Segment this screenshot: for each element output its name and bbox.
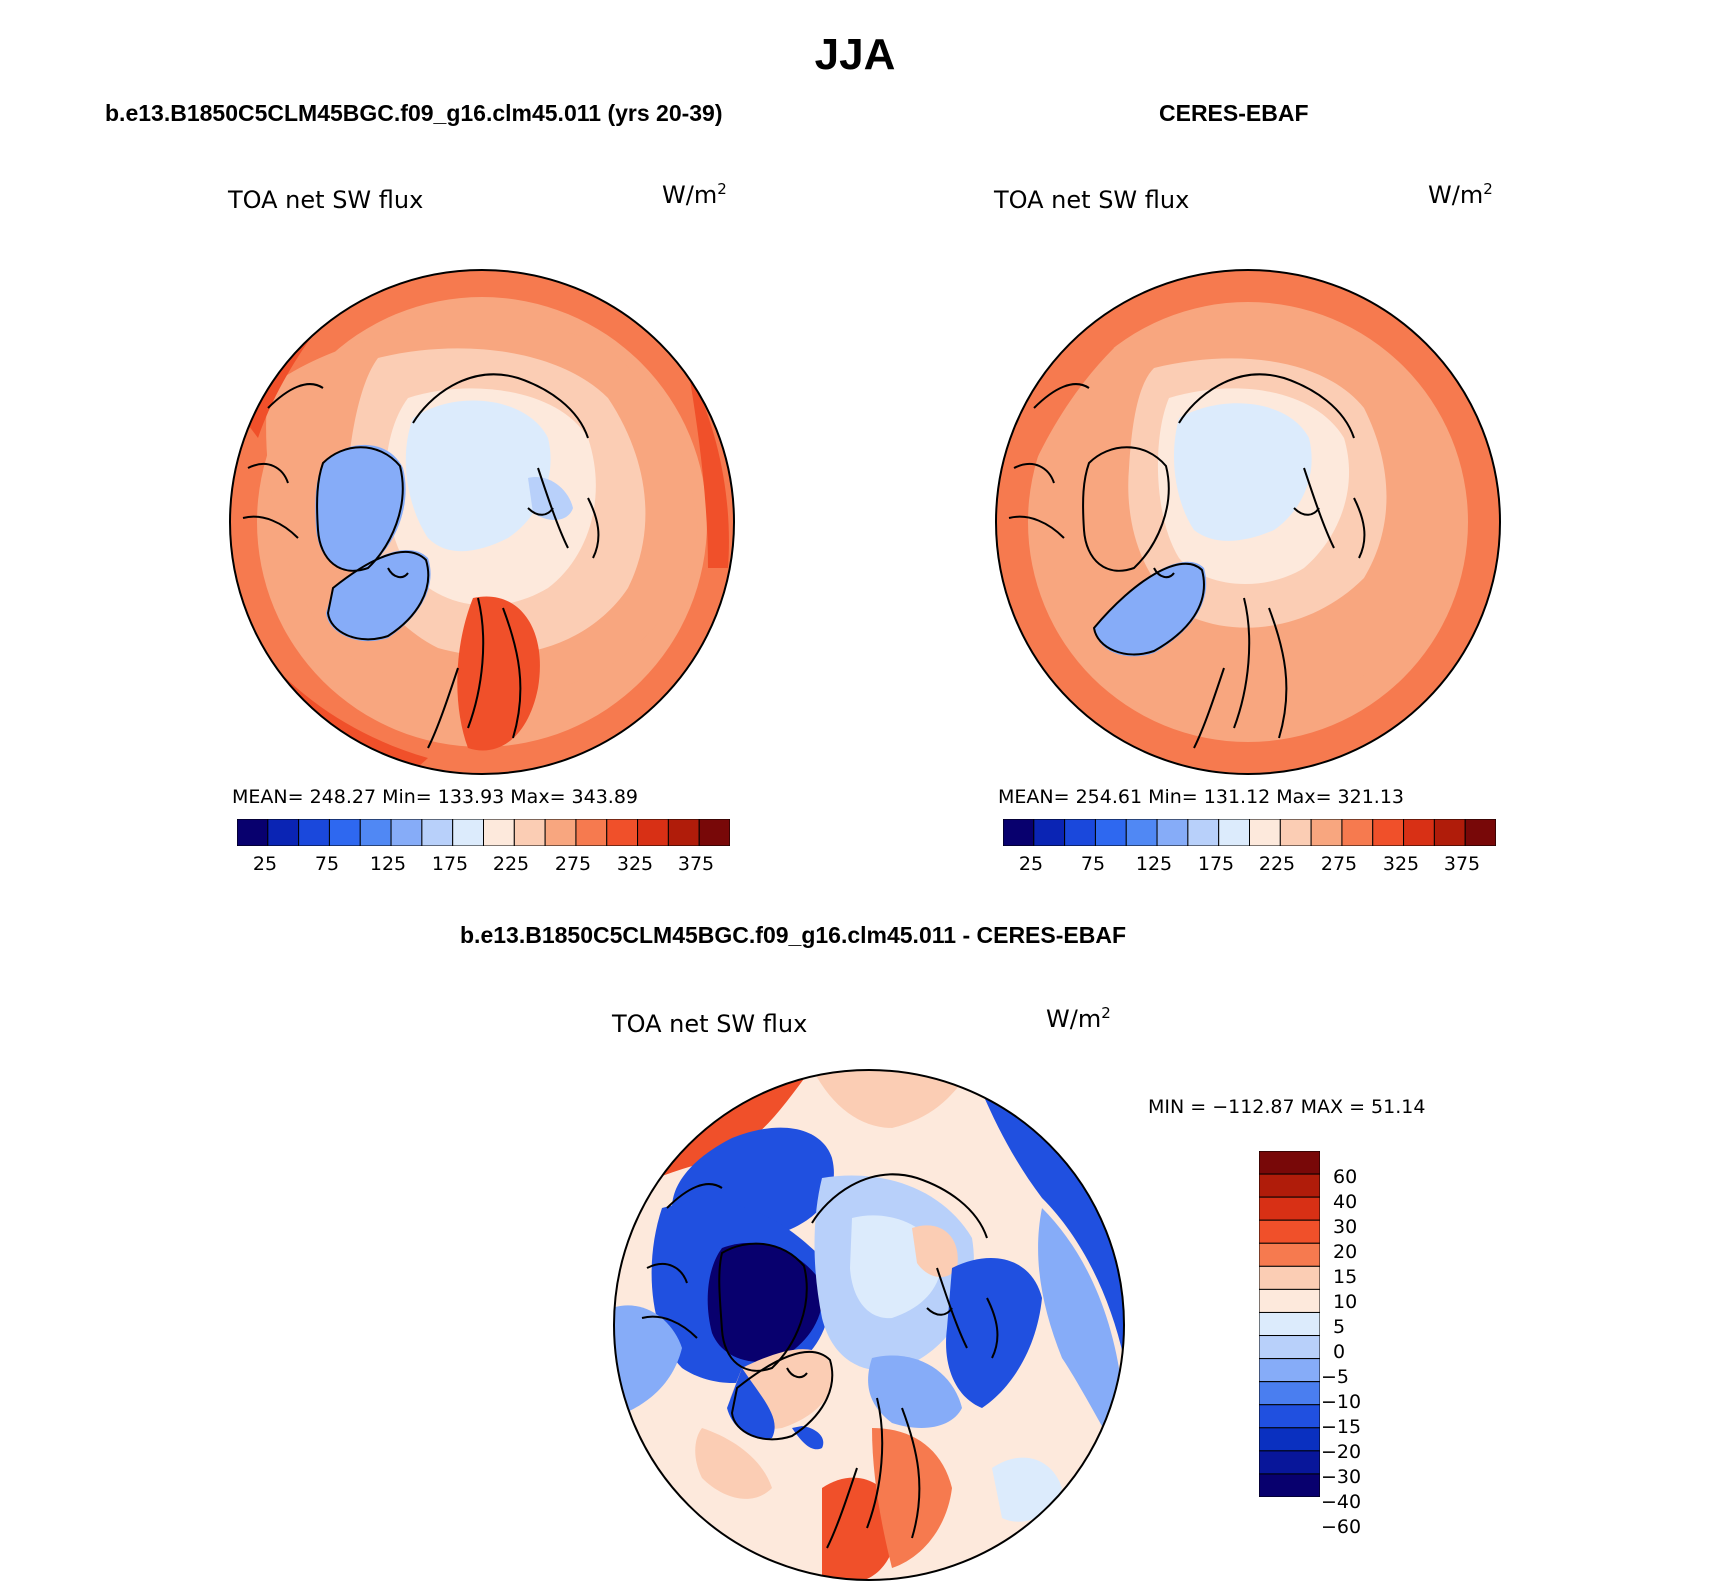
- model-panel-title: b.e13.B1850C5CLM45BGC.f09_g16.clm45.011 …: [105, 100, 723, 126]
- diff-panel-title: b.e13.B1850C5CLM45BGC.f09_g16.clm45.011 …: [460, 922, 1127, 948]
- diff-colorbar-swatch: [1259, 1381, 1320, 1406]
- diff-colorbar-swatch: [1259, 1173, 1320, 1198]
- obs-colorbar-swatch: [1279, 819, 1312, 846]
- diff-colorbar-swatch: [1259, 1288, 1320, 1313]
- diff-polar-map: [613, 1069, 1125, 1581]
- diff-colorbar-swatch: [1259, 1473, 1320, 1497]
- obs-colorbar-swatch: [1341, 819, 1374, 846]
- model-colorbar-tick: 75: [314, 853, 340, 875]
- obs-colorbar-swatch: [1156, 819, 1189, 846]
- model-colorbar: [237, 819, 730, 846]
- diff-colorbar-tick: 20: [1333, 1241, 1358, 1263]
- diff-colorbar-swatch: [1259, 1265, 1320, 1290]
- diff-colorbar-tick: 40: [1333, 1191, 1358, 1213]
- diff-colorbar-tick: 0: [1333, 1341, 1346, 1363]
- model-colorbar-swatch: [637, 819, 669, 846]
- diff-colorbar-tick: 5: [1333, 1316, 1346, 1338]
- model-colorbar-swatch: [237, 819, 269, 846]
- diff-colorbar-tick: −40: [1321, 1491, 1362, 1513]
- diff-colorbar-swatch: [1259, 1358, 1320, 1383]
- obs-colorbar-tick: 175: [1197, 853, 1235, 875]
- obs-colorbar-tick: 275: [1320, 853, 1358, 875]
- model-colorbar-swatch: [452, 819, 484, 846]
- diff-units-label: W/m2: [1046, 1004, 1111, 1033]
- model-colorbar-swatch: [513, 819, 546, 846]
- model-colorbar-swatch: [298, 819, 330, 846]
- obs-panel-title: CERES-EBAF: [1159, 100, 1309, 126]
- model-stats: MEAN= 248.27 Min= 133.93 Max= 343.89: [232, 786, 639, 808]
- obs-stats: MEAN= 254.61 Min= 131.12 Max= 321.13: [998, 786, 1405, 808]
- obs-colorbar-swatch: [1433, 819, 1466, 846]
- diff-variable-label: TOA net SW flux: [612, 1010, 808, 1038]
- diff-colorbar-tick: −30: [1321, 1466, 1362, 1488]
- diff-colorbar-swatch: [1259, 1242, 1320, 1267]
- figure-title: JJA: [814, 30, 896, 79]
- obs-colorbar-tick: 375: [1443, 853, 1481, 875]
- model-colorbar-swatch: [544, 819, 577, 846]
- obs-colorbar-swatch: [1003, 819, 1035, 846]
- diff-colorbar-swatch: [1259, 1427, 1320, 1452]
- model-colorbar-swatch: [606, 819, 639, 846]
- diff-stats: MIN = −112.87 MAX = 51.14: [1148, 1096, 1426, 1118]
- model-colorbar-swatch: [483, 819, 515, 846]
- diff-colorbar-tick: 60: [1333, 1166, 1358, 1188]
- model-colorbar-swatch: [390, 819, 423, 846]
- model-colorbar-swatch: [698, 819, 730, 846]
- model-colorbar-swatch: [328, 819, 361, 846]
- diff-colorbar-tick: −10: [1321, 1391, 1362, 1413]
- model-colorbar-swatch: [421, 819, 454, 846]
- diff-colorbar-tick: 15: [1333, 1266, 1358, 1288]
- model-colorbar-tick: 175: [431, 853, 469, 875]
- diff-colorbar-tick: 30: [1333, 1216, 1358, 1238]
- model-colorbar-tick: 375: [677, 853, 715, 875]
- diff-colorbar-tick: −15: [1321, 1416, 1362, 1438]
- model-colorbar-tick: 225: [492, 853, 530, 875]
- model-colorbar-tick: 275: [554, 853, 592, 875]
- obs-colorbar-swatch: [1187, 819, 1220, 846]
- diff-colorbar-tick: 10: [1333, 1291, 1358, 1313]
- obs-colorbar-tick: 225: [1258, 853, 1296, 875]
- diff-colorbar-swatch: [1259, 1450, 1320, 1475]
- obs-colorbar-tick: 125: [1135, 853, 1173, 875]
- obs-colorbar-tick: 25: [1018, 853, 1044, 875]
- model-colorbar-swatch: [575, 819, 608, 846]
- diff-colorbar-tick: −20: [1321, 1441, 1362, 1463]
- obs-colorbar-swatch: [1310, 819, 1343, 846]
- diff-colorbar-swatch: [1259, 1196, 1320, 1221]
- diff-colorbar-swatch: [1259, 1311, 1320, 1337]
- obs-colorbar-swatch: [1033, 819, 1066, 846]
- diff-colorbar-swatch: [1259, 1335, 1320, 1360]
- model-colorbar-tick: 325: [616, 853, 654, 875]
- obs-colorbar-swatch: [1403, 819, 1435, 846]
- model-colorbar-tick: 125: [369, 853, 407, 875]
- obs-polar-map: [995, 269, 1501, 775]
- model-units-label: W/m2: [662, 180, 727, 209]
- model-colorbar-tick: 25: [252, 853, 278, 875]
- obs-variable-label: TOA net SW flux: [994, 186, 1190, 214]
- obs-colorbar: [1003, 819, 1496, 846]
- diff-colorbar-swatch: [1259, 1151, 1320, 1175]
- obs-colorbar-tick: 75: [1080, 853, 1106, 875]
- model-colorbar-swatch: [359, 819, 392, 846]
- obs-units-label: W/m2: [1428, 180, 1493, 209]
- obs-colorbar-swatch: [1372, 819, 1405, 846]
- model-colorbar-swatch: [267, 819, 300, 846]
- diff-colorbar-swatch: [1259, 1219, 1320, 1244]
- obs-colorbar-swatch: [1125, 819, 1158, 846]
- diff-colorbar: [1259, 1151, 1320, 1497]
- obs-colorbar-swatch: [1064, 819, 1096, 846]
- obs-colorbar-swatch: [1218, 819, 1250, 846]
- diff-colorbar-swatch: [1259, 1404, 1320, 1429]
- obs-colorbar-swatch: [1249, 819, 1281, 846]
- obs-colorbar-swatch: [1464, 819, 1496, 846]
- obs-colorbar-tick: 325: [1382, 853, 1420, 875]
- diff-colorbar-tick: −5: [1321, 1366, 1350, 1388]
- model-polar-map: [229, 269, 735, 775]
- model-colorbar-swatch: [667, 819, 700, 846]
- obs-colorbar-swatch: [1094, 819, 1127, 846]
- model-variable-label: TOA net SW flux: [228, 186, 424, 214]
- diff-colorbar-tick: −60: [1321, 1516, 1362, 1538]
